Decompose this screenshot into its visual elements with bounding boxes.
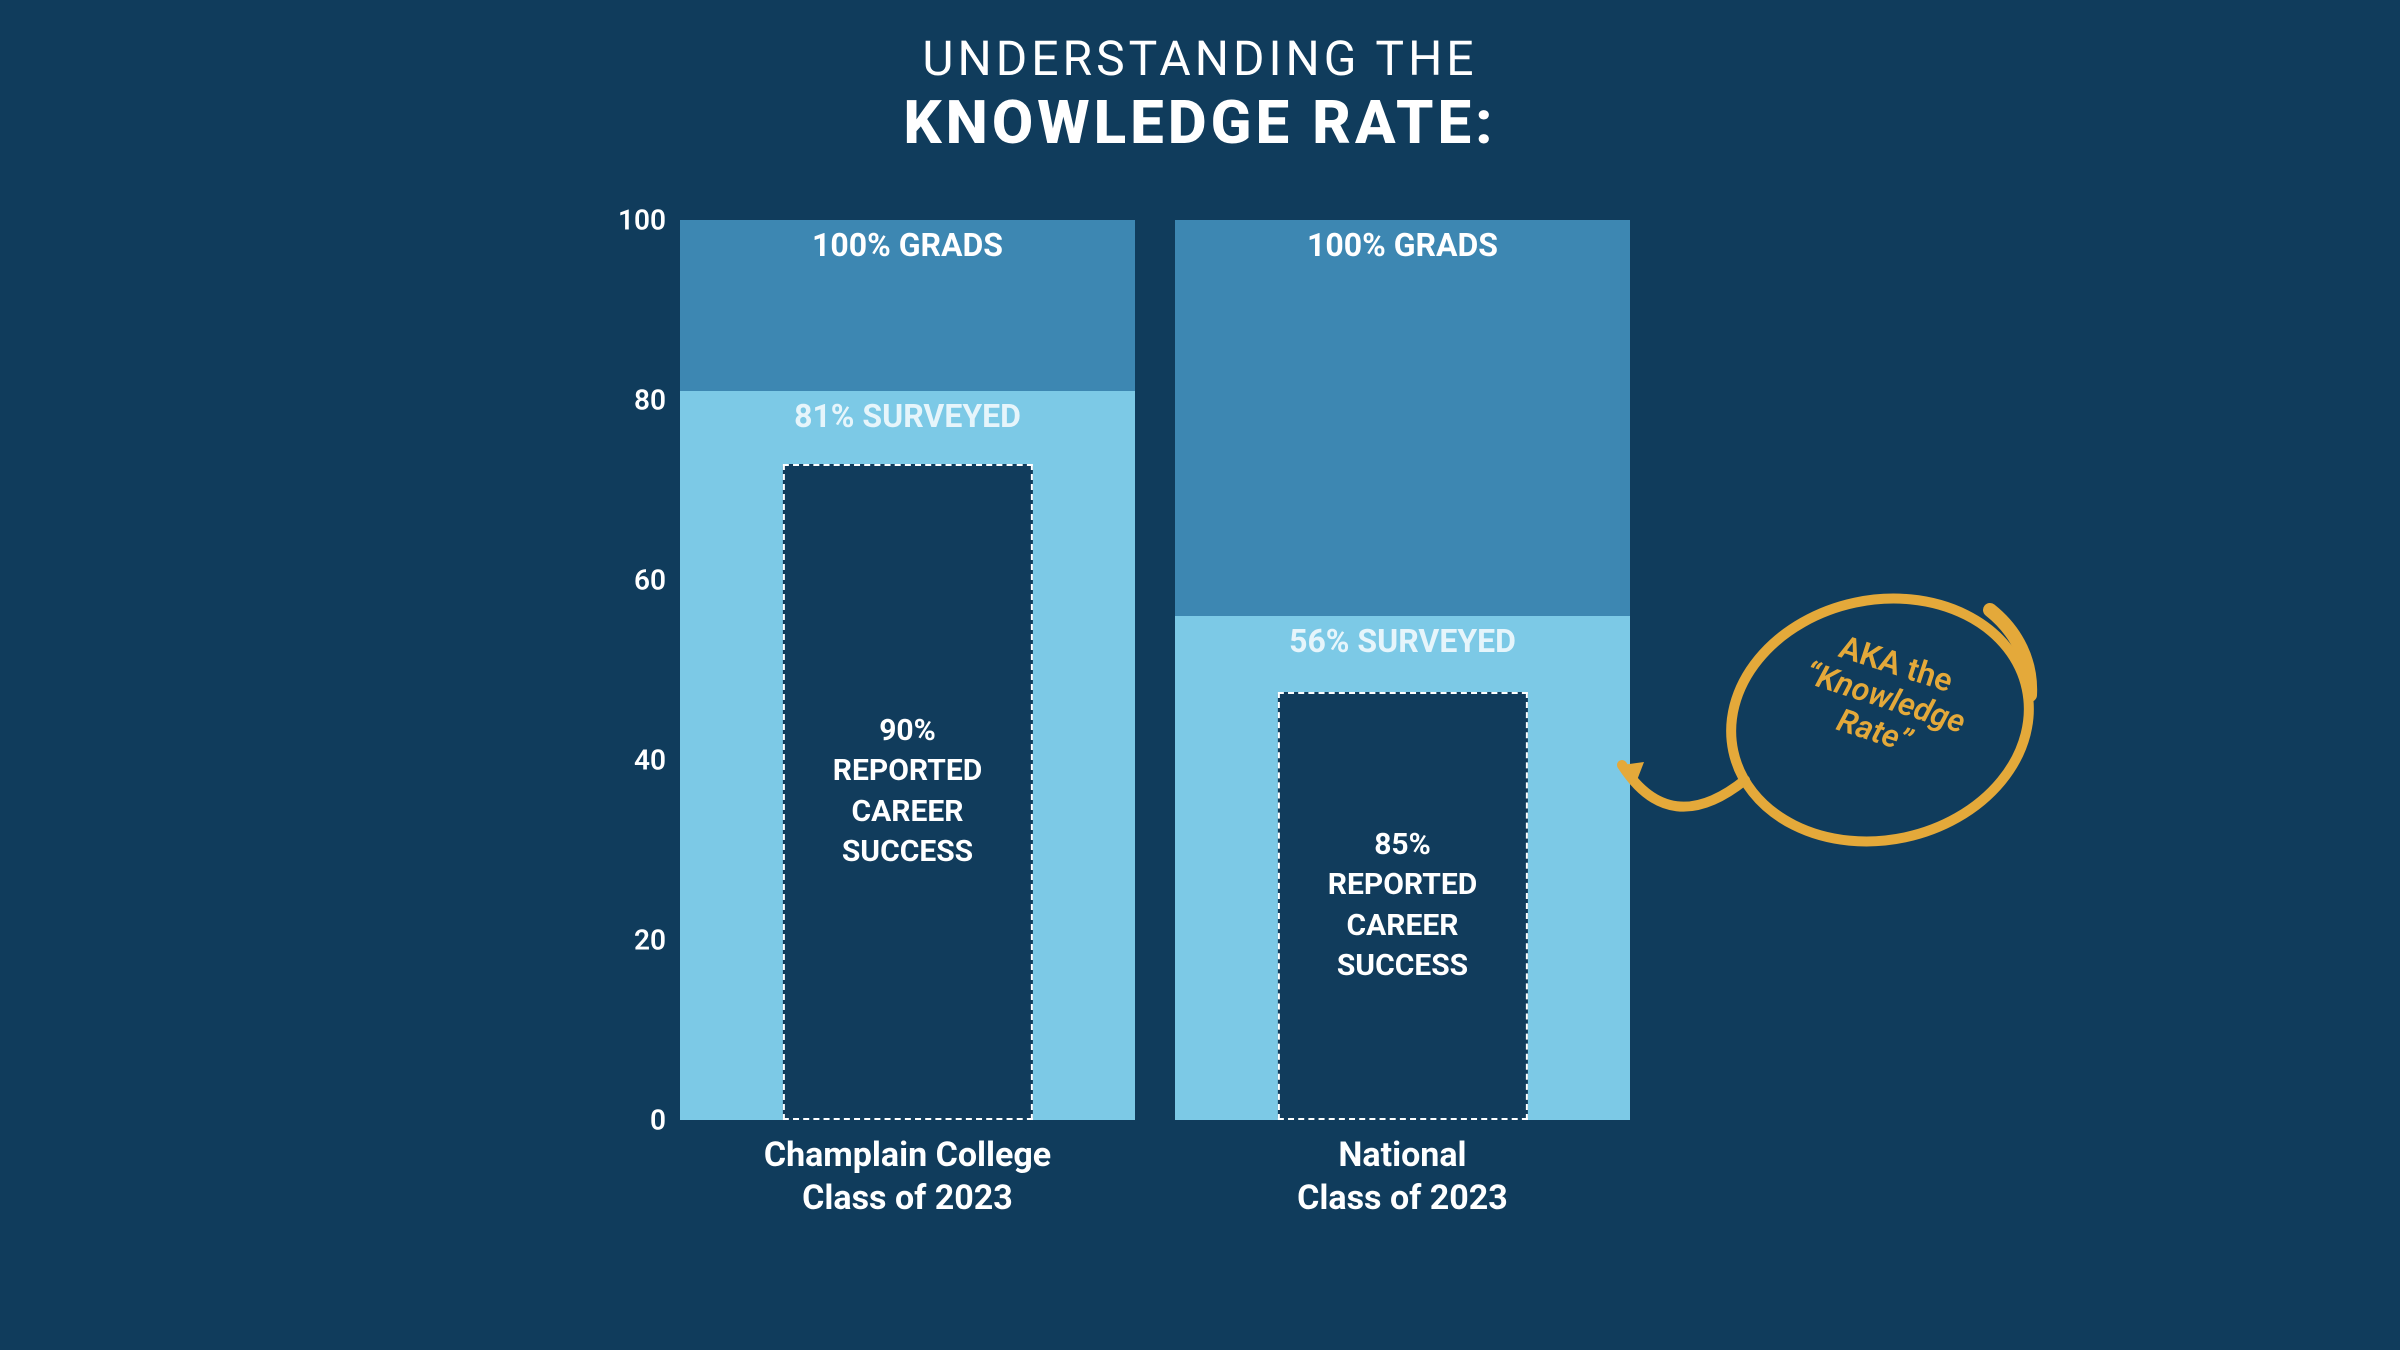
knowledge-rate-callout: AKA the “KnowledgeRate” [1610,550,2030,930]
y-axis-tick: 80 [634,384,666,417]
champlain-category-label: Champlain CollegeClass of 2023 [680,1120,1135,1219]
national-category-label: NationalClass of 2023 [1175,1120,1630,1219]
callout-line-1: AKA the [1786,614,2006,715]
bar-champlain: 100% GRADS 81% SURVEYED 90%REPORTEDCAREE… [680,220,1135,1120]
callout-circle-arrow-icon [1610,550,2030,930]
champlain-surveyed-label: 81% SURVEYED [680,397,1135,435]
knowledge-rate-chart: 100% GRADS 81% SURVEYED 90%REPORTEDCAREE… [680,220,1630,1120]
y-axis-tick: 60 [634,564,666,597]
callout-text: AKA the “KnowledgeRate” [1764,614,2006,782]
y-axis-tick: 100 [618,204,666,237]
y-axis-tick: 0 [650,1104,666,1137]
bar-national: 100% GRADS 56% SURVEYED 85%REPORTEDCAREE… [1175,220,1630,1120]
national-grads-label: 100% GRADS [1175,226,1630,264]
y-axis-tick: 20 [634,924,666,957]
title-line-1: UNDERSTANDING THE [0,30,2400,87]
national-surveyed-label: 56% SURVEYED [1175,622,1630,660]
chart-title: UNDERSTANDING THE KNOWLEDGE RATE: [0,0,2400,158]
champlain-success-bar: 90%REPORTEDCAREERSUCCESS [782,464,1032,1120]
champlain-grads-label: 100% GRADS [680,226,1135,264]
national-success-bar: 85%REPORTEDCAREERSUCCESS [1277,692,1527,1120]
champlain-success-label: 90%REPORTEDCAREERSUCCESS [833,711,982,873]
callout-line-2: “KnowledgeRate” [1764,647,1995,782]
title-line-2: KNOWLEDGE RATE: [0,87,2400,158]
y-axis-tick: 40 [634,744,666,777]
national-success-label: 85%REPORTEDCAREERSUCCESS [1328,825,1477,987]
